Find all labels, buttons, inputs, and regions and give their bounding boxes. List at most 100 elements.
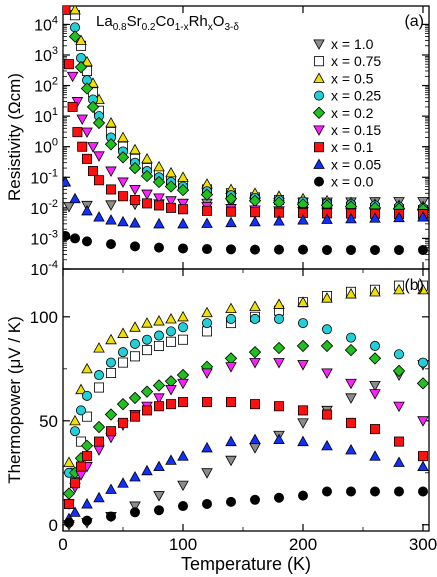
point-b-4-4 (92, 420, 106, 434)
point-b-6-9 (153, 401, 164, 412)
point-a-6-16 (225, 206, 236, 217)
point-a-2-6 (117, 131, 129, 143)
point-a-8-10 (273, 244, 284, 255)
point-b-4-16 (296, 339, 310, 353)
point-b-8-7 (225, 496, 236, 507)
point-b-6-18 (345, 417, 356, 428)
point-b-5-15 (273, 358, 285, 369)
point-a-7-6 (129, 217, 141, 228)
point-b-3-11 (177, 322, 188, 333)
point-a-8-4 (129, 241, 140, 252)
series-a-7 (63, 176, 429, 229)
point-a-4-12 (200, 188, 214, 201)
point-b-6-5 (106, 426, 117, 437)
point-a-2-5 (105, 116, 117, 128)
legend-label-2: x = 0.5 (331, 70, 374, 86)
point-a-6-10 (129, 195, 140, 206)
point-b-2-21 (417, 283, 429, 295)
point-b-6-1 (70, 478, 81, 489)
point-a-5-4 (87, 142, 99, 153)
point-b-2-4 (93, 342, 105, 353)
point-a-7-4 (105, 214, 117, 225)
point-b-3-14 (249, 313, 260, 324)
point-a-4-5 (104, 138, 118, 151)
legend-label-5: x = 0.15 (331, 122, 381, 138)
panel-b-frame (62, 268, 430, 532)
point-b-6-19 (369, 424, 380, 435)
point-a-6-0 (63, 6, 71, 15)
point-a-5-7 (117, 177, 129, 188)
point-b-0-3 (129, 501, 141, 512)
panel-a-ytick-label: 100 (34, 137, 58, 157)
legend-marker-0 (313, 39, 325, 50)
point-a-6-6 (88, 166, 99, 177)
point-b-3-15 (273, 313, 284, 324)
point-b-5-4 (93, 445, 105, 456)
point-b-3-9 (153, 330, 164, 341)
point-b-7-15 (297, 435, 309, 447)
point-b-6-13 (225, 397, 236, 408)
point-a-6-13 (165, 202, 176, 213)
legend-marker-6 (313, 142, 324, 153)
point-b-7-1 (69, 506, 81, 517)
point-a-7-9 (201, 217, 213, 228)
legend-marker-5 (313, 125, 325, 136)
legend-label-4: x = 0.2 (331, 105, 374, 121)
point-a-8-12 (321, 244, 332, 255)
panel-a-ylabel: Resistivity (Ωcm) (5, 73, 24, 201)
point-b-7-20 (417, 460, 429, 472)
point-a-5-10 (153, 193, 165, 204)
point-a-8-9 (249, 244, 260, 255)
point-b-7-8 (153, 460, 165, 472)
point-b-5-21 (417, 416, 429, 427)
point-a-7-2 (81, 204, 93, 216)
point-b-8-15 (417, 486, 428, 497)
point-a-4-7 (128, 161, 142, 175)
legend-marker-7 (313, 158, 325, 169)
point-a-5-8 (129, 184, 141, 196)
point-b-7-11 (201, 441, 213, 453)
point-b-3-17 (321, 324, 332, 335)
point-a-2-10 (165, 166, 177, 178)
point-a-4-6 (116, 151, 130, 164)
point-a-6-12 (153, 200, 164, 211)
point-a-0-0 (63, 202, 75, 213)
point-b-8-11 (321, 486, 332, 497)
point-b-2-20 (393, 283, 405, 295)
point-a-7-10 (225, 216, 237, 228)
point-b-5-16 (297, 360, 309, 371)
point-b-4-15 (272, 341, 286, 355)
series-b-2 (63, 283, 429, 467)
point-a-7-0 (63, 176, 72, 187)
point-a-6-15 (201, 205, 212, 216)
point-a-7-5 (117, 215, 129, 227)
panel-a-ytick-label: 10-2 (30, 198, 58, 218)
series-b-8 (64, 486, 428, 528)
point-a-5-9 (141, 189, 153, 201)
point-b-7-4 (105, 483, 117, 494)
point-b-7-7 (141, 464, 153, 476)
point-a-4-10 (164, 180, 178, 193)
point-b-2-13 (225, 302, 237, 314)
point-a-2-11 (177, 171, 189, 182)
point-a-8-16 (417, 244, 428, 255)
point-b-2-9 (153, 315, 165, 326)
point-a-6-2 (67, 101, 78, 112)
point-a-2-8 (141, 152, 153, 164)
point-b-5-11 (177, 378, 189, 390)
point-b-7-9 (165, 454, 177, 465)
panel-b: 0 100 200 300 0 50 100 (b) Thermopower (μV / K… (5, 268, 437, 574)
point-a-7-18 (417, 211, 429, 222)
point-b-3-4 (94, 370, 105, 381)
point-a-2-7 (129, 143, 141, 155)
point-a-8-14 (369, 244, 380, 255)
panel-a-label: (a) (404, 13, 424, 30)
series-b-7 (63, 433, 429, 524)
point-b-7-2 (81, 498, 93, 509)
point-b-0-5 (177, 480, 189, 492)
x-axis-label: Temperature (K) (181, 554, 311, 574)
point-a-8-6 (177, 243, 188, 254)
series-b-6 (64, 397, 428, 509)
point-b-8-2 (106, 511, 117, 522)
